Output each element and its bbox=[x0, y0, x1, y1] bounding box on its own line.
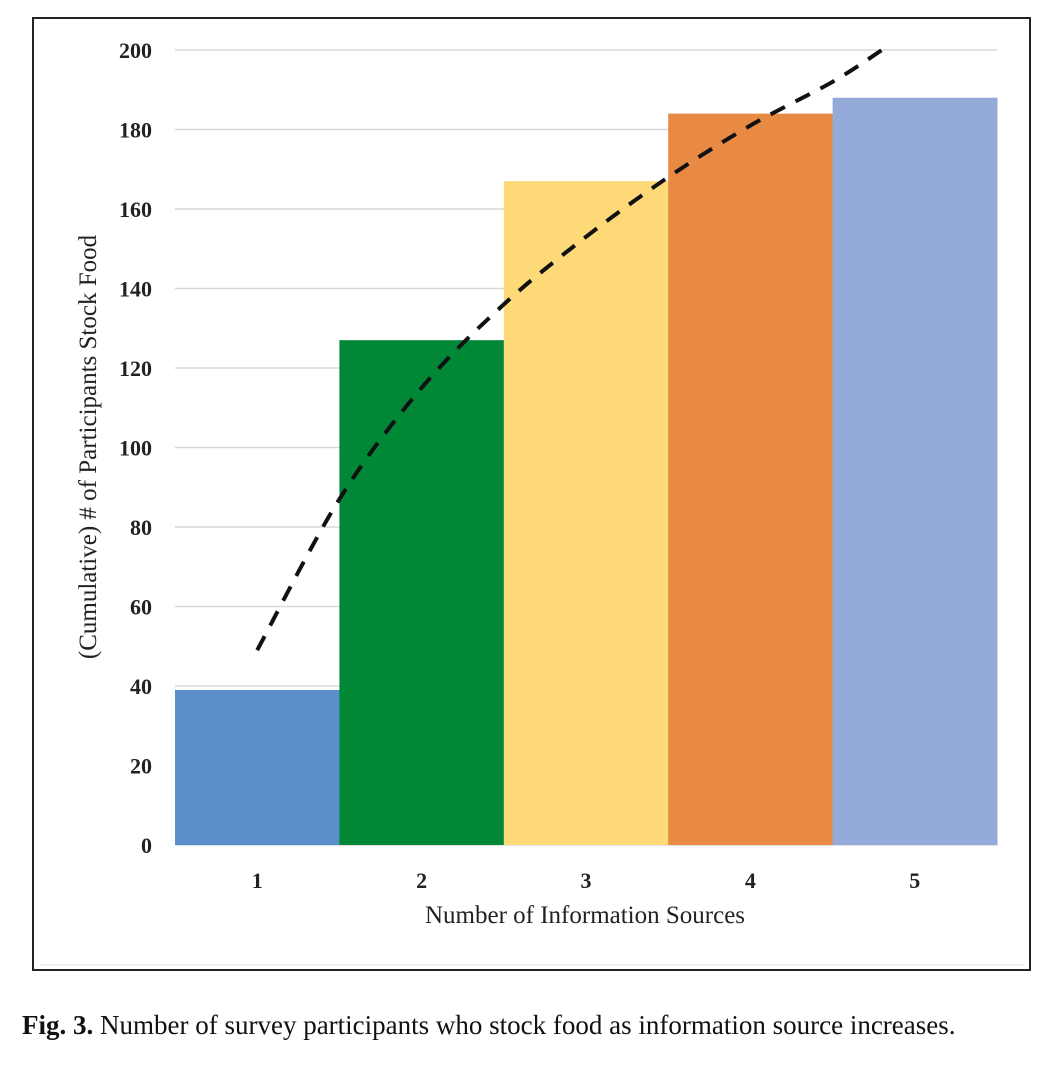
y-tick-label: 160 bbox=[119, 197, 152, 222]
x-tick-label: 3 bbox=[581, 868, 592, 893]
x-tick-label: 2 bbox=[416, 868, 427, 893]
y-tick-label: 60 bbox=[130, 595, 152, 620]
y-tick-label: 40 bbox=[130, 674, 152, 699]
caption-text: Number of survey participants who stock … bbox=[100, 1010, 956, 1040]
figure-chart: 0 20 40 60 80 100 120 140 160 180 200 1 2 3 4 5 Number… bbox=[32, 17, 1031, 971]
bars bbox=[175, 97, 998, 846]
caption-label: Fig. 3. bbox=[22, 1010, 94, 1040]
y-tick-label: 20 bbox=[130, 754, 152, 779]
bar-1 bbox=[175, 689, 340, 845]
figure-caption: Fig. 3. Number of survey participants wh… bbox=[22, 1006, 1040, 1044]
y-tick-label: 120 bbox=[119, 356, 152, 381]
x-axis-label: Number of Information Sources bbox=[425, 902, 745, 929]
trendline bbox=[255, 48, 884, 652]
bar-5 bbox=[832, 97, 998, 845]
x-tick-label: 1 bbox=[252, 868, 263, 893]
bar-2 bbox=[339, 340, 505, 845]
y-axis-label: (Cumulative) # of Participants Stock Foo… bbox=[75, 234, 102, 659]
y-ticks: 0 20 40 60 80 100 120 140 160 180 200 bbox=[119, 38, 152, 858]
x-ticks: 1 2 3 4 5 bbox=[252, 868, 921, 893]
bar-3 bbox=[503, 181, 669, 846]
y-tick-label: 140 bbox=[119, 277, 152, 302]
x-tick-label: 4 bbox=[745, 868, 756, 893]
x-tick-label: 5 bbox=[909, 868, 920, 893]
y-tick-label: 200 bbox=[119, 38, 152, 63]
y-tick-label: 0 bbox=[141, 833, 152, 858]
y-tick-label: 80 bbox=[130, 515, 152, 540]
y-tick-label: 180 bbox=[119, 118, 152, 143]
y-tick-label: 100 bbox=[119, 436, 152, 461]
bar-4 bbox=[668, 113, 834, 846]
